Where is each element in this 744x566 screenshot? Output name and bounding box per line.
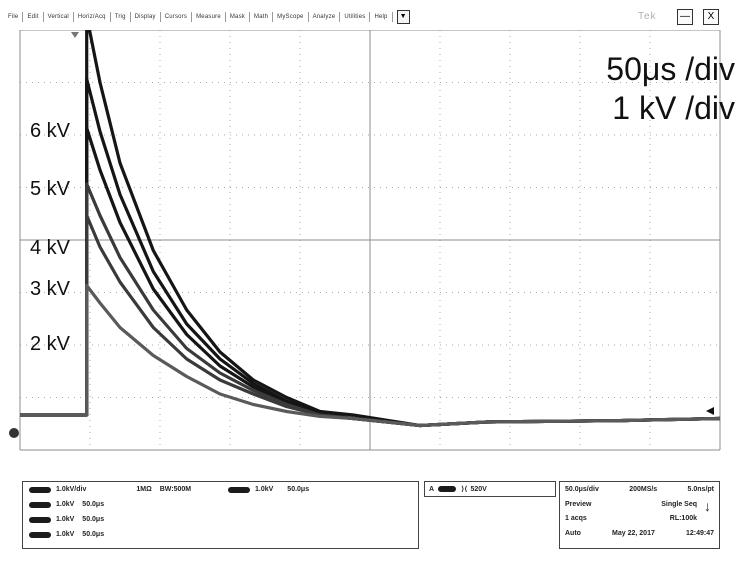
level-label: 2 kV <box>30 333 71 355</box>
level-label: 5 kV <box>30 178 71 200</box>
channel-value: 50.0μs <box>287 486 310 493</box>
level-labels: 6 kV 5 kV 4 kV 3 kV 2 kV <box>30 120 71 355</box>
channel-indicator-pill <box>228 486 250 493</box>
waveform-traces <box>20 30 721 428</box>
menu-items: File Edit Vertical Horiz/Acq Trig Display Curs… <box>4 9 410 25</box>
acquisition-value: May 22, 2017 <box>612 530 655 537</box>
trigger-level-value: 520V <box>470 485 487 493</box>
acquisition-value: 12:49:47 <box>685 530 714 537</box>
waveform-display: 50μs /div 1 kV /div 6 kV 5 kV 4 kV 3 kV 2 kV <box>9 30 735 451</box>
channel-value: 1.0kV <box>56 501 75 508</box>
acquisition-value: Preview <box>565 501 592 508</box>
menu-item-vertical[interactable]: Vertical <box>44 12 74 22</box>
channel-value: 50.0μs <box>82 531 105 538</box>
close-button[interactable]: X <box>703 9 719 25</box>
channel-indicator-pill <box>29 501 51 508</box>
channel-indicator-pill <box>29 486 51 493</box>
acquisition-value: 50.0μs/div <box>565 486 599 493</box>
acquisition-value: Auto <box>565 530 581 537</box>
menu-item-mask[interactable]: Mask <box>226 12 250 22</box>
trigger-readout-panel[interactable]: A ⟩⟨ 520V <box>424 481 556 497</box>
channel-row[interactable]: 1.0kV 50.0μs <box>29 501 112 508</box>
menu-item-display[interactable]: Display <box>131 12 161 22</box>
channel-readout-panel[interactable]: 1.0kV/div 1MΩ BW:500M 1.0kV 50.0μs 1.0kV 50.0μ… <box>22 481 419 549</box>
voltage-scale-label: 1 kV /div <box>612 90 735 126</box>
acquisition-row: 50.0μs/div 200MS/s 5.0ns/pt <box>565 486 714 493</box>
channel-value: 50.0μs <box>82 501 105 508</box>
menu-item-file[interactable]: File <box>4 12 24 22</box>
acquisition-value: Single Seq <box>661 501 697 508</box>
menu-item-help[interactable]: Help <box>370 12 393 22</box>
menu-item-measure[interactable]: Measure <box>192 12 226 22</box>
menu-item-analyze[interactable]: Analyze <box>309 12 341 22</box>
markers <box>9 32 714 438</box>
acquisition-readout-panel[interactable]: 50.0μs/div 200MS/s 5.0ns/pt Preview Single S… <box>559 481 720 549</box>
acquisition-value: 1 acqs <box>565 515 587 522</box>
channel-row[interactable]: 1.0kV/div 1MΩ BW:500M <box>29 486 199 493</box>
trace-1-kv <box>20 283 721 428</box>
channel-value: 1MΩ <box>136 486 152 493</box>
level-label: 6 kV <box>30 120 71 142</box>
acquisition-value: 200MS/s <box>629 486 658 493</box>
channel-indicator-pill <box>29 531 51 538</box>
channel-value: 1.0kV <box>56 516 75 523</box>
channel-indicator-pill <box>29 516 51 523</box>
brand-logo: Tek <box>638 11 657 22</box>
single-seq-arrow-icon: ↓ <box>704 498 711 514</box>
channel-value: 1.0kV <box>56 531 75 538</box>
trigger-channel-pill <box>438 486 457 492</box>
menu-item-horiz-acq[interactable]: Horiz/Acq <box>74 12 111 22</box>
channel-value: 1.0kV <box>255 486 274 493</box>
menu-item-myscope[interactable]: MyScope <box>273 12 309 22</box>
menu-item-cursors[interactable]: Cursors <box>161 12 193 22</box>
minimize-button[interactable]: — <box>677 9 693 25</box>
menu-bar: File Edit Vertical Horiz/Acq Trig Display Curs… <box>0 0 744 30</box>
menu-item-edit[interactable]: Edit <box>23 12 44 22</box>
menu-item-utilities[interactable]: Utilities <box>340 12 371 22</box>
level-label: 3 kV <box>30 278 71 300</box>
level-label: 4 kV <box>30 237 71 259</box>
acquisition-row: 1 acqs RL:100k <box>565 515 697 522</box>
trigger-source: A <box>429 485 435 493</box>
trigger-position-marker <box>71 32 79 38</box>
acquisition-value: RL:100k <box>669 515 697 522</box>
channel-value: 1.0kV/div <box>56 486 87 493</box>
menu-dropdown-icon[interactable]: ▼ <box>396 10 410 24</box>
channel-row[interactable]: 1.0kV 50.0μs <box>29 531 112 538</box>
menu-item-trig[interactable]: Trig <box>111 12 131 22</box>
acquisition-row: Auto May 22, 2017 12:49:47 <box>565 530 714 537</box>
trigger-slope-icon: ⟩⟨ <box>461 486 468 493</box>
trigger-level-marker <box>706 407 714 415</box>
menu-item-math[interactable]: Math <box>250 12 274 22</box>
ground-level-marker <box>9 428 19 438</box>
channel-value: BW:500M <box>159 486 192 493</box>
time-scale-label: 50μs /div <box>606 51 735 87</box>
acquisition-value: 5.0ns/pt <box>687 486 714 493</box>
channel-row-extra[interactable]: 1.0kV 50.0μs <box>228 486 317 493</box>
acquisition-row: Preview Single Seq <box>565 501 697 508</box>
channel-row[interactable]: 1.0kV 50.0μs <box>29 516 112 523</box>
channel-value: 50.0μs <box>82 516 105 523</box>
graticule <box>19 30 721 451</box>
